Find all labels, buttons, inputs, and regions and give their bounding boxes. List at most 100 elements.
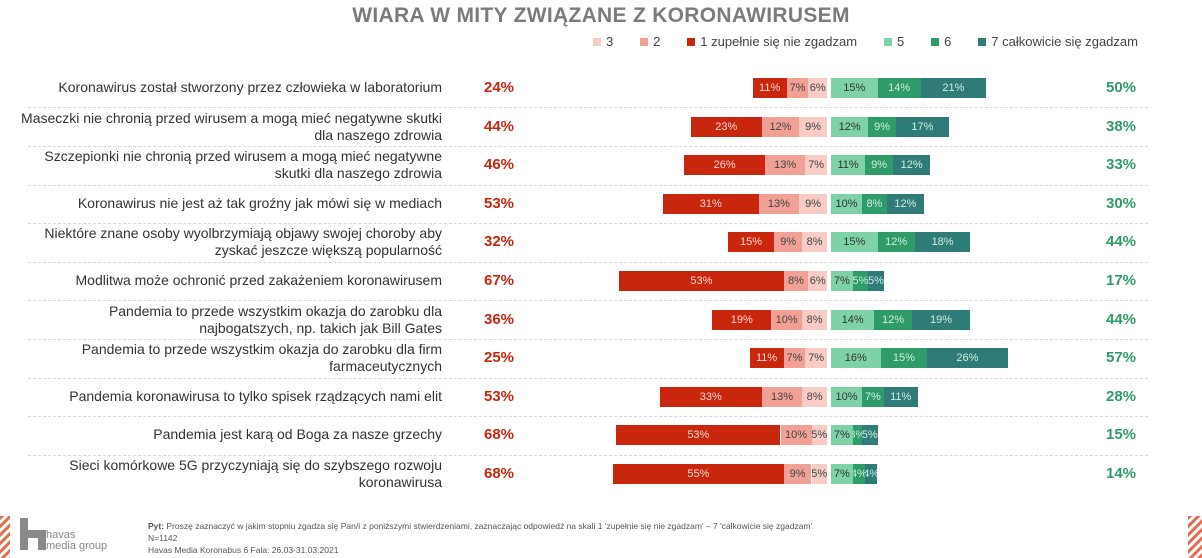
bar-segment-1: 33%: [659, 386, 762, 407]
bar-segment-2: 13%: [758, 193, 800, 214]
bar-segment-1: 15%: [727, 232, 775, 253]
legend-label: 5: [897, 34, 905, 49]
disagree-total: 46%: [484, 156, 515, 174]
bar-segment-1: 55%: [613, 464, 784, 484]
category-label: Pandemia koronawirusa to tylko spisek rz…: [69, 387, 442, 404]
bar-segment-7: 19%: [911, 309, 971, 330]
row-separator: [28, 300, 1148, 302]
bar-segment-7: 4%: [865, 464, 878, 484]
category-label: Pandemia jest karą od Boga za nasze grze…: [153, 426, 442, 443]
bar-segment-6: 12%: [874, 309, 912, 330]
bar-segment-5: 7%: [831, 271, 853, 291]
stripe-decoration-left: [0, 516, 10, 558]
legend: 3 2 1 zupełnie się nie zgadzam 5 6 7 całkowic…: [593, 34, 1138, 49]
category-label: Modlitwa może ochronić przed zakażeniem …: [75, 272, 443, 288]
agree-total: 38%: [1106, 117, 1137, 135]
legend-item: 3: [593, 34, 613, 49]
bar-segment-1: 53%: [616, 425, 781, 446]
havas-h-icon: [20, 518, 46, 550]
bar-segment-7: 21%: [920, 78, 986, 98]
agree-total: 17%: [1106, 272, 1137, 289]
disagree-total: 68%: [484, 426, 515, 444]
agree-total: 14%: [1106, 465, 1137, 482]
category-label: Niektóre znane osoby wyolbrzymiają objaw…: [44, 225, 442, 259]
bar-segment-3: 8%: [802, 309, 827, 330]
row-separator: [28, 338, 1148, 340]
legend-label: 7 całkowicie się zgadzam: [991, 34, 1138, 49]
row-separator: [28, 454, 1148, 456]
bar-segment-3: 5%: [811, 425, 827, 446]
row-separator: [28, 184, 1148, 186]
bar-segment-3: 7%: [805, 348, 827, 369]
agree-total: 44%: [1106, 310, 1137, 328]
question-prefix: Pyt:: [148, 521, 165, 531]
source: Havas Media Koronabus 6 Fala: 26.03-31.0…: [148, 545, 339, 555]
legend-item: 5: [884, 34, 904, 49]
bar-segment-7: 5%: [868, 271, 884, 291]
bar-segment-6: 8%: [862, 193, 887, 214]
legend-swatch: [640, 37, 649, 46]
logo-line1: havas: [46, 529, 76, 541]
bar-segment-2: 13%: [765, 155, 806, 176]
agree-total: 30%: [1106, 194, 1137, 212]
category-label: Pandemia to przede wszystkim okazja do z…: [108, 302, 442, 336]
bar-segment-7: 12%: [886, 193, 924, 214]
bar-segment-1: 31%: [662, 193, 759, 214]
bar-segment-7: 26%: [927, 348, 1008, 369]
bar-segment-5: 15%: [831, 78, 878, 98]
bar-segment-3: 9%: [799, 193, 827, 214]
bar-segment-2: 9%: [783, 464, 812, 484]
bar-segment-1: 26%: [684, 155, 765, 176]
disagree-total: 32%: [484, 233, 515, 251]
bar-segment-6: 15%: [880, 348, 928, 369]
legend-label: 6: [944, 34, 952, 49]
disagree-total: 68%: [484, 465, 515, 482]
footnote: Pyt: Proszę zaznaczyć w jakim stopniu zg…: [148, 520, 1148, 556]
bar-segment-3: 8%: [802, 232, 827, 253]
bar-segment-5: 7%: [831, 425, 853, 446]
stripe-decoration-right: [1188, 516, 1202, 558]
legend-label: 1 zupełnie się nie zgadzam: [700, 34, 858, 49]
bar-segment-5: 10%: [831, 193, 862, 214]
agree-total: 50%: [1106, 79, 1137, 96]
bar-segment-2: 13%: [761, 386, 803, 407]
disagree-total: 36%: [484, 310, 515, 328]
havas-logo: havas media group: [20, 518, 130, 552]
bar-segment-7: 18%: [914, 232, 971, 253]
bar-segment-1: 53%: [619, 271, 784, 291]
bar-segment-5: 7%: [831, 464, 853, 484]
row-separator: [28, 377, 1148, 379]
legend-swatch: [593, 37, 601, 46]
category-label: Sieci komórkowe 5G przyczyniają się do s…: [69, 457, 442, 490]
bar-segment-2: 9%: [774, 232, 803, 253]
category-label: Koronawirus nie jest aż tak groźny jak m…: [77, 194, 442, 211]
category-label: Koronawirus został stworzony przez człow…: [58, 79, 442, 95]
disagree-total: 53%: [484, 387, 515, 405]
bar-segment-5: 10%: [831, 386, 862, 407]
legend-item: 7 całkowicie się zgadzam: [978, 34, 1138, 49]
bar-segment-3: 8%: [802, 386, 827, 407]
bar-segment-5: 11%: [831, 155, 866, 176]
chart-area: Koronawirus został stworzony przez człow…: [21, 78, 1148, 490]
row-separator: [28, 145, 1148, 147]
bar-segment-6: 14%: [877, 78, 921, 98]
bar-segment-1: 11%: [749, 348, 784, 369]
question-text: Proszę zaznaczyć w jakim stopniu zgadza …: [164, 521, 813, 531]
bar-segment-3: 6%: [808, 271, 827, 291]
bar-segment-3: 7%: [805, 155, 827, 176]
bar-segment-7: 12%: [893, 155, 931, 176]
row-separator: [28, 223, 1148, 225]
bar-segment-2: 7%: [786, 78, 809, 98]
bar-segment-6: 7%: [862, 386, 884, 407]
legend-swatch: [931, 37, 940, 46]
disagree-total: 24%: [484, 79, 515, 96]
row-separator: [28, 107, 1148, 109]
bar-segment-3: 5%: [811, 464, 827, 484]
bar-segment-7: 17%: [896, 116, 949, 137]
legend-swatch: [687, 37, 696, 46]
chart-title: WIARA W MITY ZWIĄZANE Z KORONAWIRUSEM: [352, 4, 850, 27]
bar-segment-2: 12%: [761, 116, 800, 137]
bar-segment-6: 3%: [852, 425, 862, 446]
bar-segment-5: 14%: [831, 309, 875, 330]
bar-segment-2: 10%: [771, 309, 803, 330]
